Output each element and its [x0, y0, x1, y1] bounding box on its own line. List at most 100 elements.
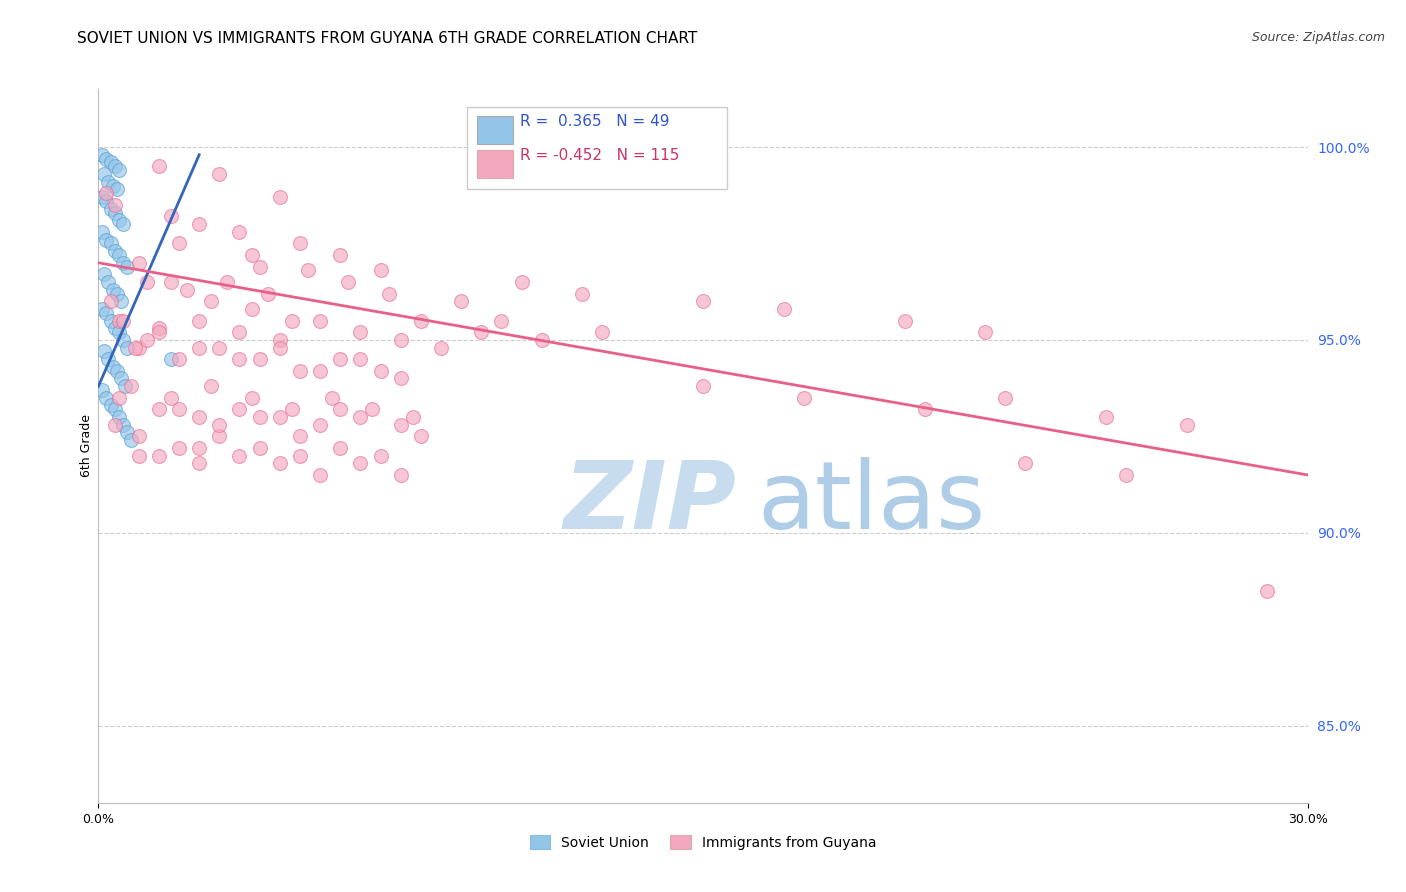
Point — [389, 467, 412, 482]
Point — [281, 402, 304, 417]
Point — [148, 321, 170, 335]
Point — [105, 286, 128, 301]
Point — [97, 352, 120, 367]
Point — [100, 399, 122, 413]
Point — [91, 190, 114, 204]
Point — [249, 410, 271, 425]
Point — [105, 182, 128, 196]
Point — [281, 313, 304, 327]
Point — [111, 333, 134, 347]
Point — [93, 344, 115, 359]
Point — [309, 313, 332, 327]
Point — [103, 402, 125, 417]
Point — [349, 456, 371, 470]
Point — [370, 263, 392, 277]
Point — [309, 467, 332, 482]
Point — [148, 402, 170, 417]
Point — [105, 364, 128, 378]
Text: atlas: atlas — [758, 457, 986, 549]
Point — [228, 225, 250, 239]
Point — [128, 449, 150, 463]
Point — [389, 333, 412, 347]
Point — [96, 233, 118, 247]
Point — [692, 379, 714, 393]
Point — [188, 410, 211, 425]
FancyBboxPatch shape — [477, 116, 513, 145]
Point — [115, 425, 138, 440]
Point — [510, 275, 533, 289]
Point — [228, 325, 250, 339]
Point — [96, 186, 118, 201]
Point — [188, 313, 211, 327]
Point — [208, 417, 231, 432]
Point — [107, 391, 129, 405]
Point — [160, 275, 183, 289]
Point — [329, 441, 352, 455]
Text: R = -0.452   N = 115: R = -0.452 N = 115 — [520, 148, 679, 163]
Point — [914, 402, 936, 417]
Point — [321, 391, 343, 405]
Point — [93, 167, 115, 181]
Text: R =  0.365   N = 49: R = 0.365 N = 49 — [520, 114, 669, 129]
Point — [361, 402, 384, 417]
Point — [269, 410, 291, 425]
Point — [228, 352, 250, 367]
Point — [110, 294, 132, 309]
Point — [96, 152, 118, 166]
Point — [107, 313, 129, 327]
Point — [124, 341, 146, 355]
Point — [491, 313, 513, 327]
Point — [208, 429, 231, 443]
Point — [160, 391, 183, 405]
Point — [200, 379, 222, 393]
Point — [100, 236, 122, 251]
Point — [450, 294, 472, 309]
Point — [96, 194, 118, 208]
Point — [167, 236, 190, 251]
Point — [135, 275, 157, 289]
Point — [217, 275, 239, 289]
Point — [107, 325, 129, 339]
Point — [100, 313, 122, 327]
Point — [470, 325, 492, 339]
Point — [91, 301, 114, 316]
Point — [101, 178, 124, 193]
Point — [297, 263, 319, 277]
Point — [128, 341, 150, 355]
Point — [176, 283, 198, 297]
Point — [692, 294, 714, 309]
Point — [115, 260, 138, 274]
Point — [228, 449, 250, 463]
Point — [97, 175, 120, 189]
Point — [309, 417, 332, 432]
Point — [160, 352, 183, 367]
Point — [100, 294, 122, 309]
Point — [103, 417, 125, 432]
Point — [111, 217, 134, 231]
Point — [91, 383, 114, 397]
Point — [430, 341, 453, 355]
Point — [200, 294, 222, 309]
Point — [1095, 410, 1118, 425]
Point — [571, 286, 593, 301]
Point — [994, 391, 1017, 405]
Point — [337, 275, 360, 289]
Point — [329, 352, 352, 367]
Point — [377, 286, 399, 301]
Point — [120, 434, 142, 448]
Text: ZIP: ZIP — [564, 457, 737, 549]
Point — [530, 333, 553, 347]
Point — [103, 321, 125, 335]
Point — [107, 163, 129, 178]
Point — [208, 341, 231, 355]
FancyBboxPatch shape — [467, 107, 727, 189]
Point — [288, 364, 311, 378]
Point — [128, 429, 150, 443]
Point — [329, 248, 352, 262]
Point — [107, 248, 129, 262]
Point — [256, 286, 278, 301]
Point — [1115, 467, 1137, 482]
Point — [249, 441, 271, 455]
Point — [107, 213, 129, 227]
Point — [111, 417, 134, 432]
